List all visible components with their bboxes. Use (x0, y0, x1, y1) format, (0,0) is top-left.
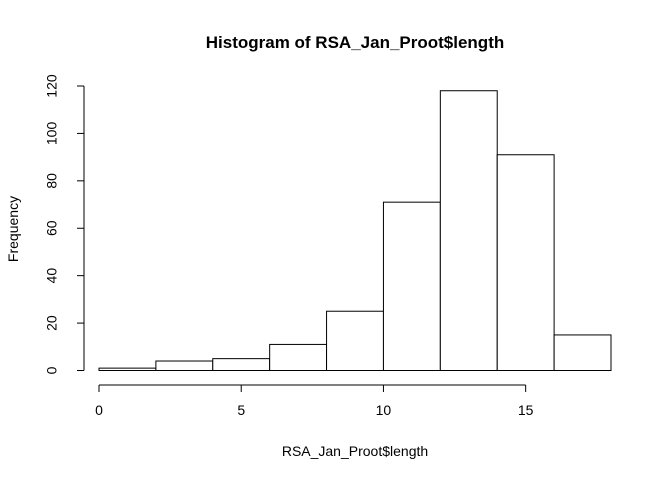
y-tick-label-6: 120 (44, 74, 60, 98)
y-tick-label-3: 60 (44, 220, 60, 236)
y-tick-label-2: 40 (44, 268, 60, 284)
y-axis: 0 20 40 60 80 100 120 (44, 74, 85, 374)
x-axis: 0 5 10 15 (95, 384, 534, 418)
y-tick-label-4: 80 (44, 173, 60, 189)
y-axis-label: Frequency (5, 196, 21, 262)
x-tick-label-0: 0 (95, 402, 103, 418)
x-tick-label-3: 15 (518, 402, 534, 418)
y-tick-label-1: 20 (44, 315, 60, 331)
x-tick-label-2: 10 (376, 402, 392, 418)
x-tick-label-1: 5 (237, 402, 245, 418)
histogram-bar-2 (212, 358, 271, 372)
y-tick-label-0: 0 (44, 366, 60, 374)
histogram-bar-6 (439, 90, 498, 371)
y-tick-label-5: 100 (44, 122, 60, 146)
x-axis-label: RSA_Jan_Proot$length (282, 443, 428, 459)
histogram-bar-8 (553, 334, 612, 371)
chart-title: Histogram of RSA_Jan_Proot$length (206, 33, 505, 52)
histogram-bar-4 (326, 310, 384, 371)
histogram-bar-1 (155, 360, 214, 371)
histogram-bar-5 (382, 201, 441, 371)
histogram-bar-3 (269, 343, 328, 372)
histogram-bar-7 (496, 154, 555, 371)
histogram-bar-0 (98, 367, 157, 372)
histogram-bars (98, 90, 612, 372)
